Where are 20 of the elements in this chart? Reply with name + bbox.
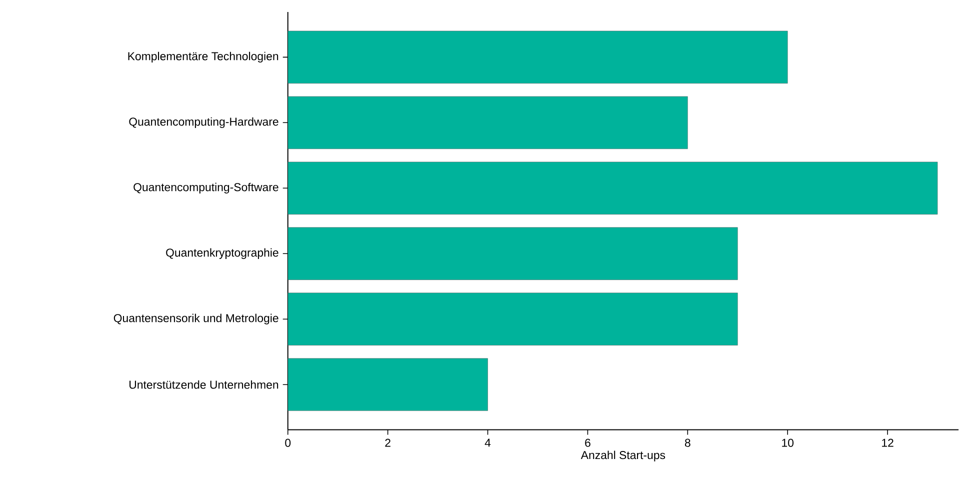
y-tick-label: Quantensensorik und Metrologie bbox=[114, 314, 278, 325]
bar bbox=[288, 292, 738, 346]
y-tick-label: Komplementäre Technologien bbox=[128, 52, 278, 63]
bar bbox=[288, 30, 788, 84]
bar bbox=[288, 227, 738, 280]
x-axis-title: Anzahl Start-ups bbox=[580, 450, 666, 462]
bar bbox=[288, 162, 938, 215]
x-tick-label: 2 bbox=[385, 438, 390, 447]
y-tick-label: Quantencomputing-Software bbox=[134, 182, 278, 194]
x-tick-label: 10 bbox=[782, 438, 794, 448]
bar bbox=[288, 96, 688, 150]
x-tick-label: 8 bbox=[684, 438, 690, 448]
x-tick-label: 6 bbox=[585, 438, 590, 448]
x-tick-label: 0 bbox=[285, 438, 291, 448]
bar bbox=[288, 358, 488, 412]
x-tick-label: 4 bbox=[484, 438, 491, 447]
y-tick-label: Quantencomputing-Hardware bbox=[129, 117, 278, 128]
y-tick-label: Quantenkryptographie bbox=[166, 248, 278, 260]
y-tick-label: Unterstützende Unternehmen bbox=[130, 380, 278, 389]
x-tick-label: 12 bbox=[882, 438, 894, 447]
